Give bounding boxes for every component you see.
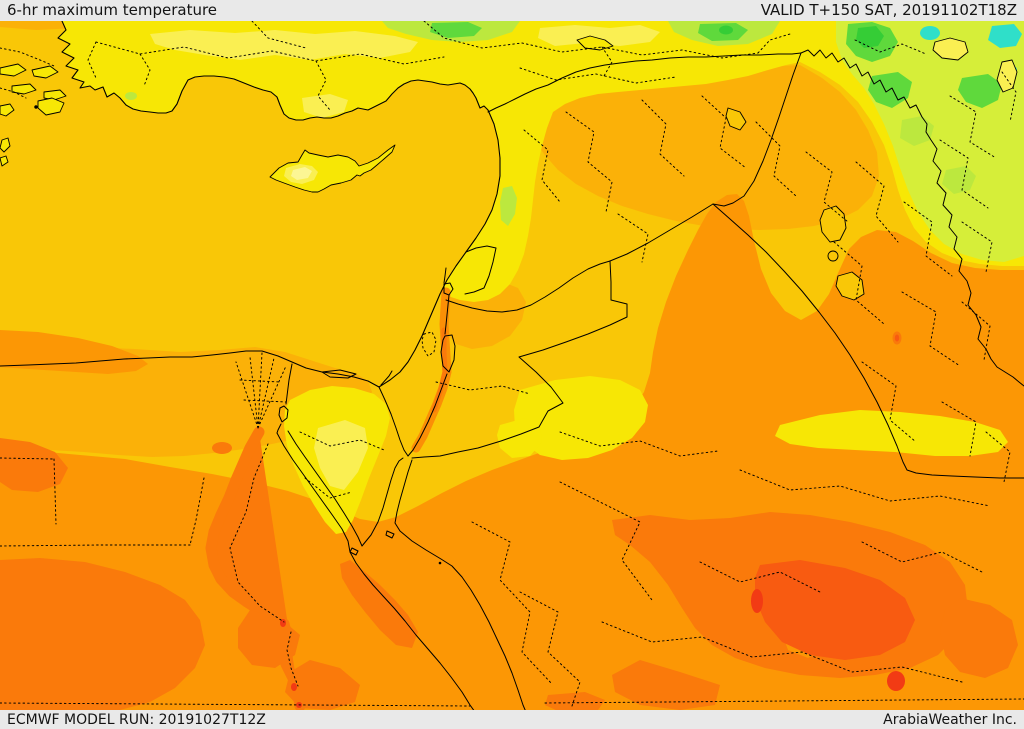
jordan-saudi-border <box>411 203 714 459</box>
aegean-islands <box>0 63 67 167</box>
ataturk-reservoir <box>576 35 614 51</box>
jordan-river <box>443 267 450 335</box>
syria-jordan-border <box>445 260 611 313</box>
iraq-saudi-border <box>712 203 1024 479</box>
credit-label: ArabiaWeather Inc. <box>883 711 1017 728</box>
model-run-label: ECMWF MODEL RUN: 20191027T12Z <box>7 711 266 728</box>
arava-border <box>407 373 448 457</box>
amber-fields <box>0 21 879 457</box>
gulf-of-suez-east <box>287 430 404 547</box>
coastal-orange-tongue <box>0 330 148 374</box>
map-title: 6-hr maximum temperature <box>7 1 218 19</box>
egypt-israel-border <box>378 386 409 457</box>
footer-bar: ECMWF MODEL RUN: 20191027T12Z ArabiaWeat… <box>0 710 1024 729</box>
lebanon-borders <box>464 245 497 295</box>
yellow-patches-south <box>284 376 1008 534</box>
sea-of-galilee <box>443 282 454 296</box>
admin-borders-dotted <box>0 21 1024 707</box>
cyprus-island <box>269 144 396 193</box>
highland-green-fields <box>125 21 1024 262</box>
syria-iraq-border <box>712 52 802 207</box>
hot-core-fields <box>280 331 915 708</box>
rhodes-island <box>37 97 65 116</box>
suez-canal <box>276 363 293 434</box>
mediterranean-coastline <box>0 21 501 388</box>
gulf-of-aqaba-east <box>394 459 526 710</box>
dead-sea <box>440 334 456 373</box>
valid-time-label: VALID T+150 SAT, 20191102T18Z <box>760 1 1017 19</box>
yellow-field <box>58 21 1024 302</box>
lake-van <box>932 37 969 61</box>
red-sea-islands <box>349 530 395 556</box>
turkey-iraq-iran-border <box>800 49 1024 387</box>
gulf-of-suez-west <box>276 432 475 710</box>
pale-yellow-patches <box>150 25 660 118</box>
lake-assad <box>725 107 747 131</box>
header-bar: 6-hr maximum temperature VALID T+150 SAT… <box>0 0 1024 21</box>
gaza-strip-line <box>380 370 393 386</box>
country-borders <box>0 21 1024 710</box>
turkey-syria-border <box>487 52 802 113</box>
bardawil-lagoon <box>321 369 357 379</box>
